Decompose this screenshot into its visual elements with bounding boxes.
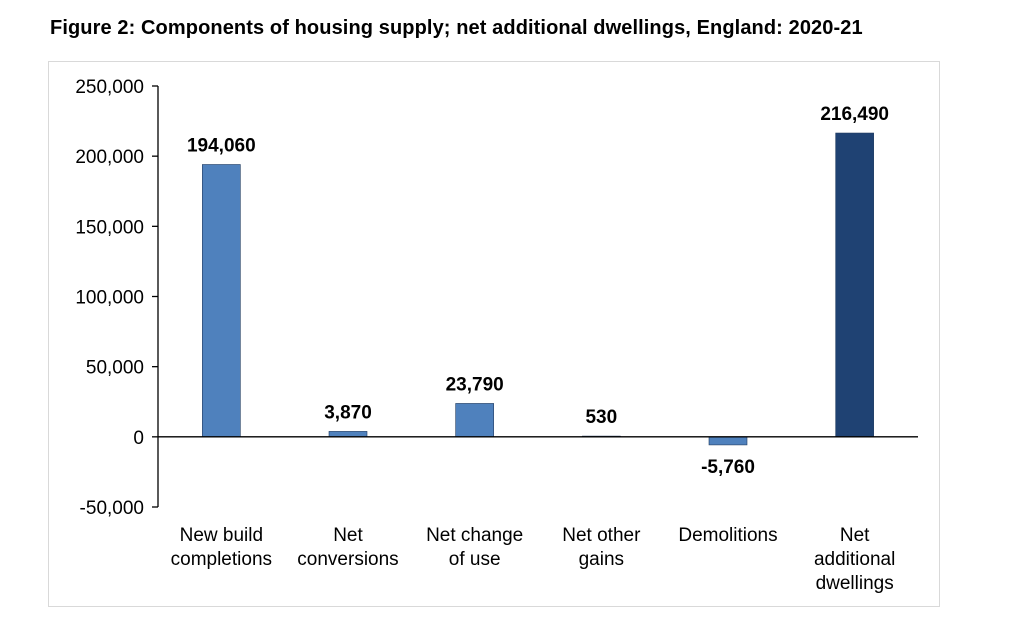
data-label: 194,060 [187, 136, 256, 157]
x-category-label: dwellings [816, 573, 894, 594]
y-tick-label: 50,000 [86, 358, 144, 379]
x-category-label: gains [579, 549, 624, 570]
bar [708, 436, 748, 446]
bar [328, 431, 368, 438]
bar [202, 164, 241, 438]
x-category-label: Net [840, 525, 870, 546]
x-category-label: Net [333, 525, 363, 546]
x-category-label: of use [449, 549, 501, 570]
bar [835, 132, 874, 438]
data-label: 23,790 [446, 374, 504, 395]
chart-title: Figure 2: Components of housing supply; … [50, 17, 863, 39]
data-label: 216,490 [820, 104, 889, 125]
data-label: -5,760 [701, 457, 755, 478]
x-category-label: Net other [562, 525, 641, 546]
x-category-label: completions [171, 549, 272, 570]
y-tick-label: 250,000 [75, 77, 144, 98]
x-category-label: Net change [426, 525, 523, 546]
y-tick-label: -50,000 [80, 498, 144, 519]
data-label: 530 [585, 407, 617, 428]
data-label: 3,870 [324, 402, 372, 423]
x-category-label: New build [180, 525, 263, 546]
bar [455, 403, 494, 438]
y-tick-label: 200,000 [75, 147, 144, 168]
y-tick-label: 0 [133, 428, 144, 449]
y-tick-label: 150,000 [75, 217, 144, 238]
chart-frame [48, 61, 940, 607]
y-tick-label: 100,000 [75, 288, 144, 309]
x-category-label: conversions [297, 549, 398, 570]
x-category-label: additional [814, 549, 895, 570]
x-category-label: Demolitions [678, 525, 777, 546]
